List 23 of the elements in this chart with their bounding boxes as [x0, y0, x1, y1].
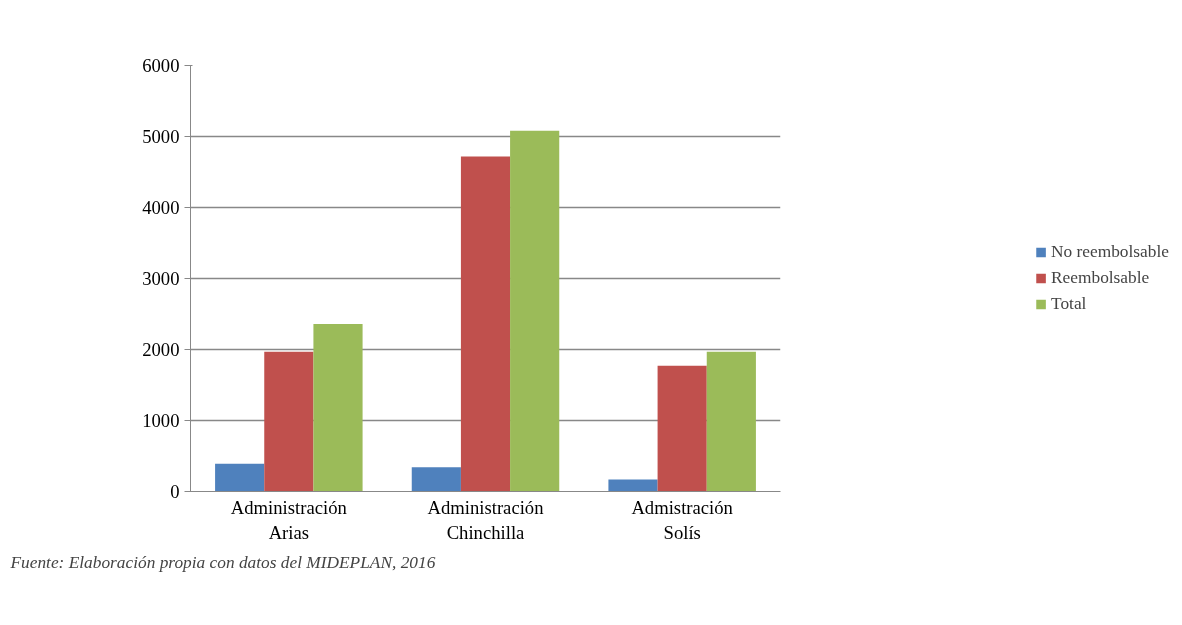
legend-label: Reembolsable: [1051, 268, 1150, 288]
legend-label: Total: [1051, 294, 1087, 314]
y-tick-label: 0: [170, 481, 180, 502]
x-tick-label: Administración Arias: [230, 496, 348, 543]
y-tick-label: 6000: [142, 55, 180, 76]
bar: [657, 365, 707, 492]
bar: [510, 130, 560, 492]
bar: [608, 479, 658, 492]
bar: [411, 467, 461, 492]
y-tick-label: 3000: [142, 268, 180, 289]
y-tick-label: 2000: [142, 339, 180, 360]
x-tick-label: Administración Chinchilla: [427, 496, 545, 543]
source-note: Fuente: Elaboración propia con datos del MIDEPLAN, 2016: [9, 552, 436, 572]
x-tick-label: Admistración Solís: [631, 496, 734, 543]
bar: [706, 351, 756, 492]
legend-label: No reembolsable: [1051, 242, 1169, 262]
bar: [215, 463, 265, 492]
y-tick-label: 5000: [142, 126, 180, 147]
bar: [264, 351, 314, 492]
y-tick-label: 1000: [142, 410, 180, 431]
y-tick-label: 4000: [142, 197, 180, 218]
bar: [460, 156, 511, 492]
bar: [313, 323, 363, 492]
